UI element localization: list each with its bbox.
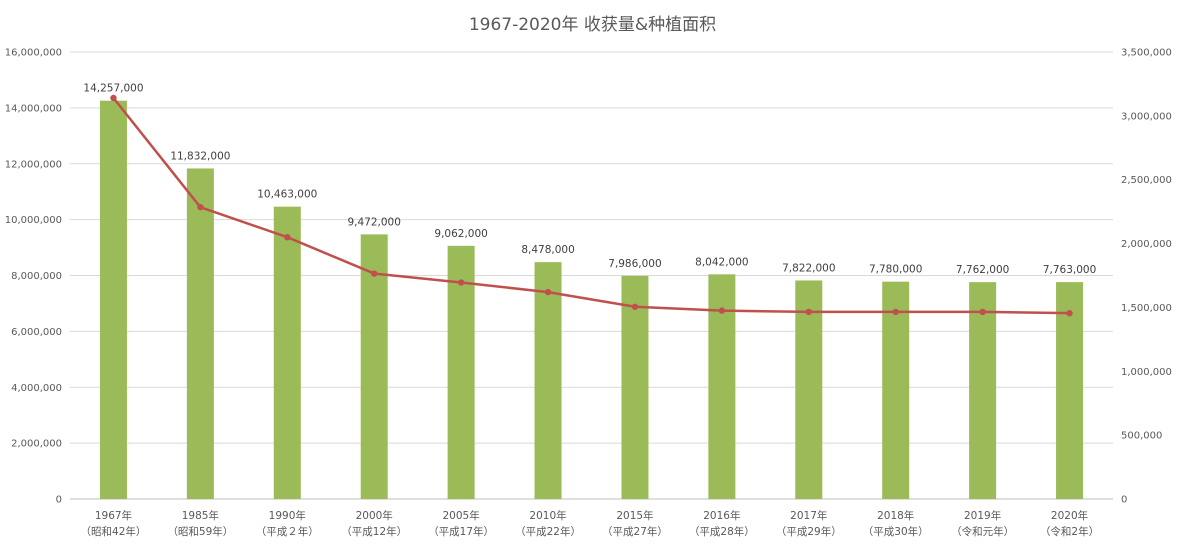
bar [360, 234, 388, 499]
y-left-tick-label: 12,000,000 [5, 159, 62, 170]
y-right-tick-label: 2,500,000 [1121, 175, 1172, 186]
y-right-tick-label: 1,000,000 [1121, 367, 1172, 378]
line-point [805, 308, 812, 316]
bar-data-label: 10,463,000 [257, 189, 317, 201]
line-point [718, 307, 726, 314]
chart-title: 1967-2020年 收获量&种植面积 [468, 15, 717, 35]
line-point [457, 279, 465, 286]
bar [534, 262, 562, 499]
x-category-label: 2017年 [790, 509, 827, 522]
x-category-era-label: （平成27年） [602, 525, 668, 538]
x-category-label: 2019年 [964, 509, 1001, 522]
y-left-tick-label: 6,000,000 [11, 327, 62, 338]
bar [621, 275, 649, 499]
x-category-era-label: （平成22年） [515, 525, 581, 538]
x-category-label: 2018年 [877, 509, 914, 522]
bar [795, 280, 823, 499]
y-left-tick-label: 8,000,000 [11, 271, 62, 282]
bar [882, 281, 910, 499]
bar [447, 245, 475, 499]
x-category-label: 2010年 [529, 509, 566, 522]
x-category-era-label: （平成30年） [863, 525, 929, 538]
y-right-tick-label: 500,000 [1121, 431, 1162, 442]
x-category-era-label: （平成29年） [776, 525, 842, 538]
line-point [110, 94, 117, 102]
y-right-tick-label: 3,000,000 [1121, 111, 1172, 122]
line-series [112, 97, 1070, 315]
bar-data-label: 14,257,000 [83, 83, 143, 95]
bar-data-label: 7,763,000 [1043, 264, 1096, 276]
y-right-tick-label: 2,000,000 [1121, 239, 1172, 250]
bar [99, 100, 127, 499]
line-point [284, 233, 291, 241]
bar [273, 206, 301, 499]
bar-data-label: 9,472,000 [347, 216, 400, 228]
x-category-label: 2005年 [443, 509, 480, 522]
x-category-label: 2016年 [703, 509, 740, 522]
y-left-tick-label: 2,000,000 [11, 439, 62, 450]
bar-data-label: 9,062,000 [434, 228, 487, 240]
line-point [979, 308, 986, 316]
bar [1056, 282, 1084, 499]
bar-data-label: 7,762,000 [956, 264, 1009, 276]
x-category-label: 1990年 [269, 509, 306, 522]
bar [186, 168, 214, 500]
x-category-label: 2000年 [356, 509, 393, 522]
bar-data-label: 8,478,000 [521, 244, 574, 256]
x-category-era-label: （平成12年） [341, 525, 407, 538]
bar-data-label: 7,986,000 [608, 258, 661, 270]
bar [969, 282, 997, 499]
line-point [544, 288, 552, 296]
x-category-era-label: （昭和42年） [81, 525, 147, 538]
bar-data-label: 7,780,000 [869, 264, 922, 276]
y-right-tick-label: 1,500,000 [1121, 303, 1172, 314]
bar-data-label: 11,832,000 [170, 150, 230, 162]
y-left-tick-label: 10,000,000 [5, 215, 62, 226]
x-category-era-label: （平成28年） [689, 525, 755, 538]
line-point [892, 308, 899, 316]
x-category-era-label: （昭和59年） [167, 525, 233, 538]
bar-data-label: 7,822,000 [782, 262, 835, 274]
y-left-tick-label: 16,000,000 [5, 48, 62, 59]
x-category-label: 1967年 [95, 509, 132, 522]
x-category-era-label: （令和2年） [1040, 525, 1099, 538]
y-right-tick-label: 3,500,000 [1121, 48, 1172, 59]
x-category-era-label: （令和元年） [951, 525, 1014, 538]
line-point [197, 203, 204, 211]
bar-data-label: 8,042,000 [695, 256, 748, 268]
y-left-tick-label: 0 [56, 495, 62, 506]
line-point [371, 270, 378, 277]
y-left-tick-label: 14,000,000 [5, 103, 62, 114]
line-point [1066, 309, 1073, 317]
y-left-tick-label: 4,000,000 [11, 383, 62, 394]
x-category-era-label: （平成17年） [428, 525, 494, 538]
x-category-label: 1985年 [182, 509, 219, 522]
x-category-label: 2020年 [1051, 509, 1088, 522]
line-point [631, 303, 639, 310]
y-right-tick-label: 0 [1121, 495, 1127, 506]
x-category-label: 2015年 [616, 509, 653, 522]
x-category-era-label: （平成２年） [256, 525, 319, 538]
